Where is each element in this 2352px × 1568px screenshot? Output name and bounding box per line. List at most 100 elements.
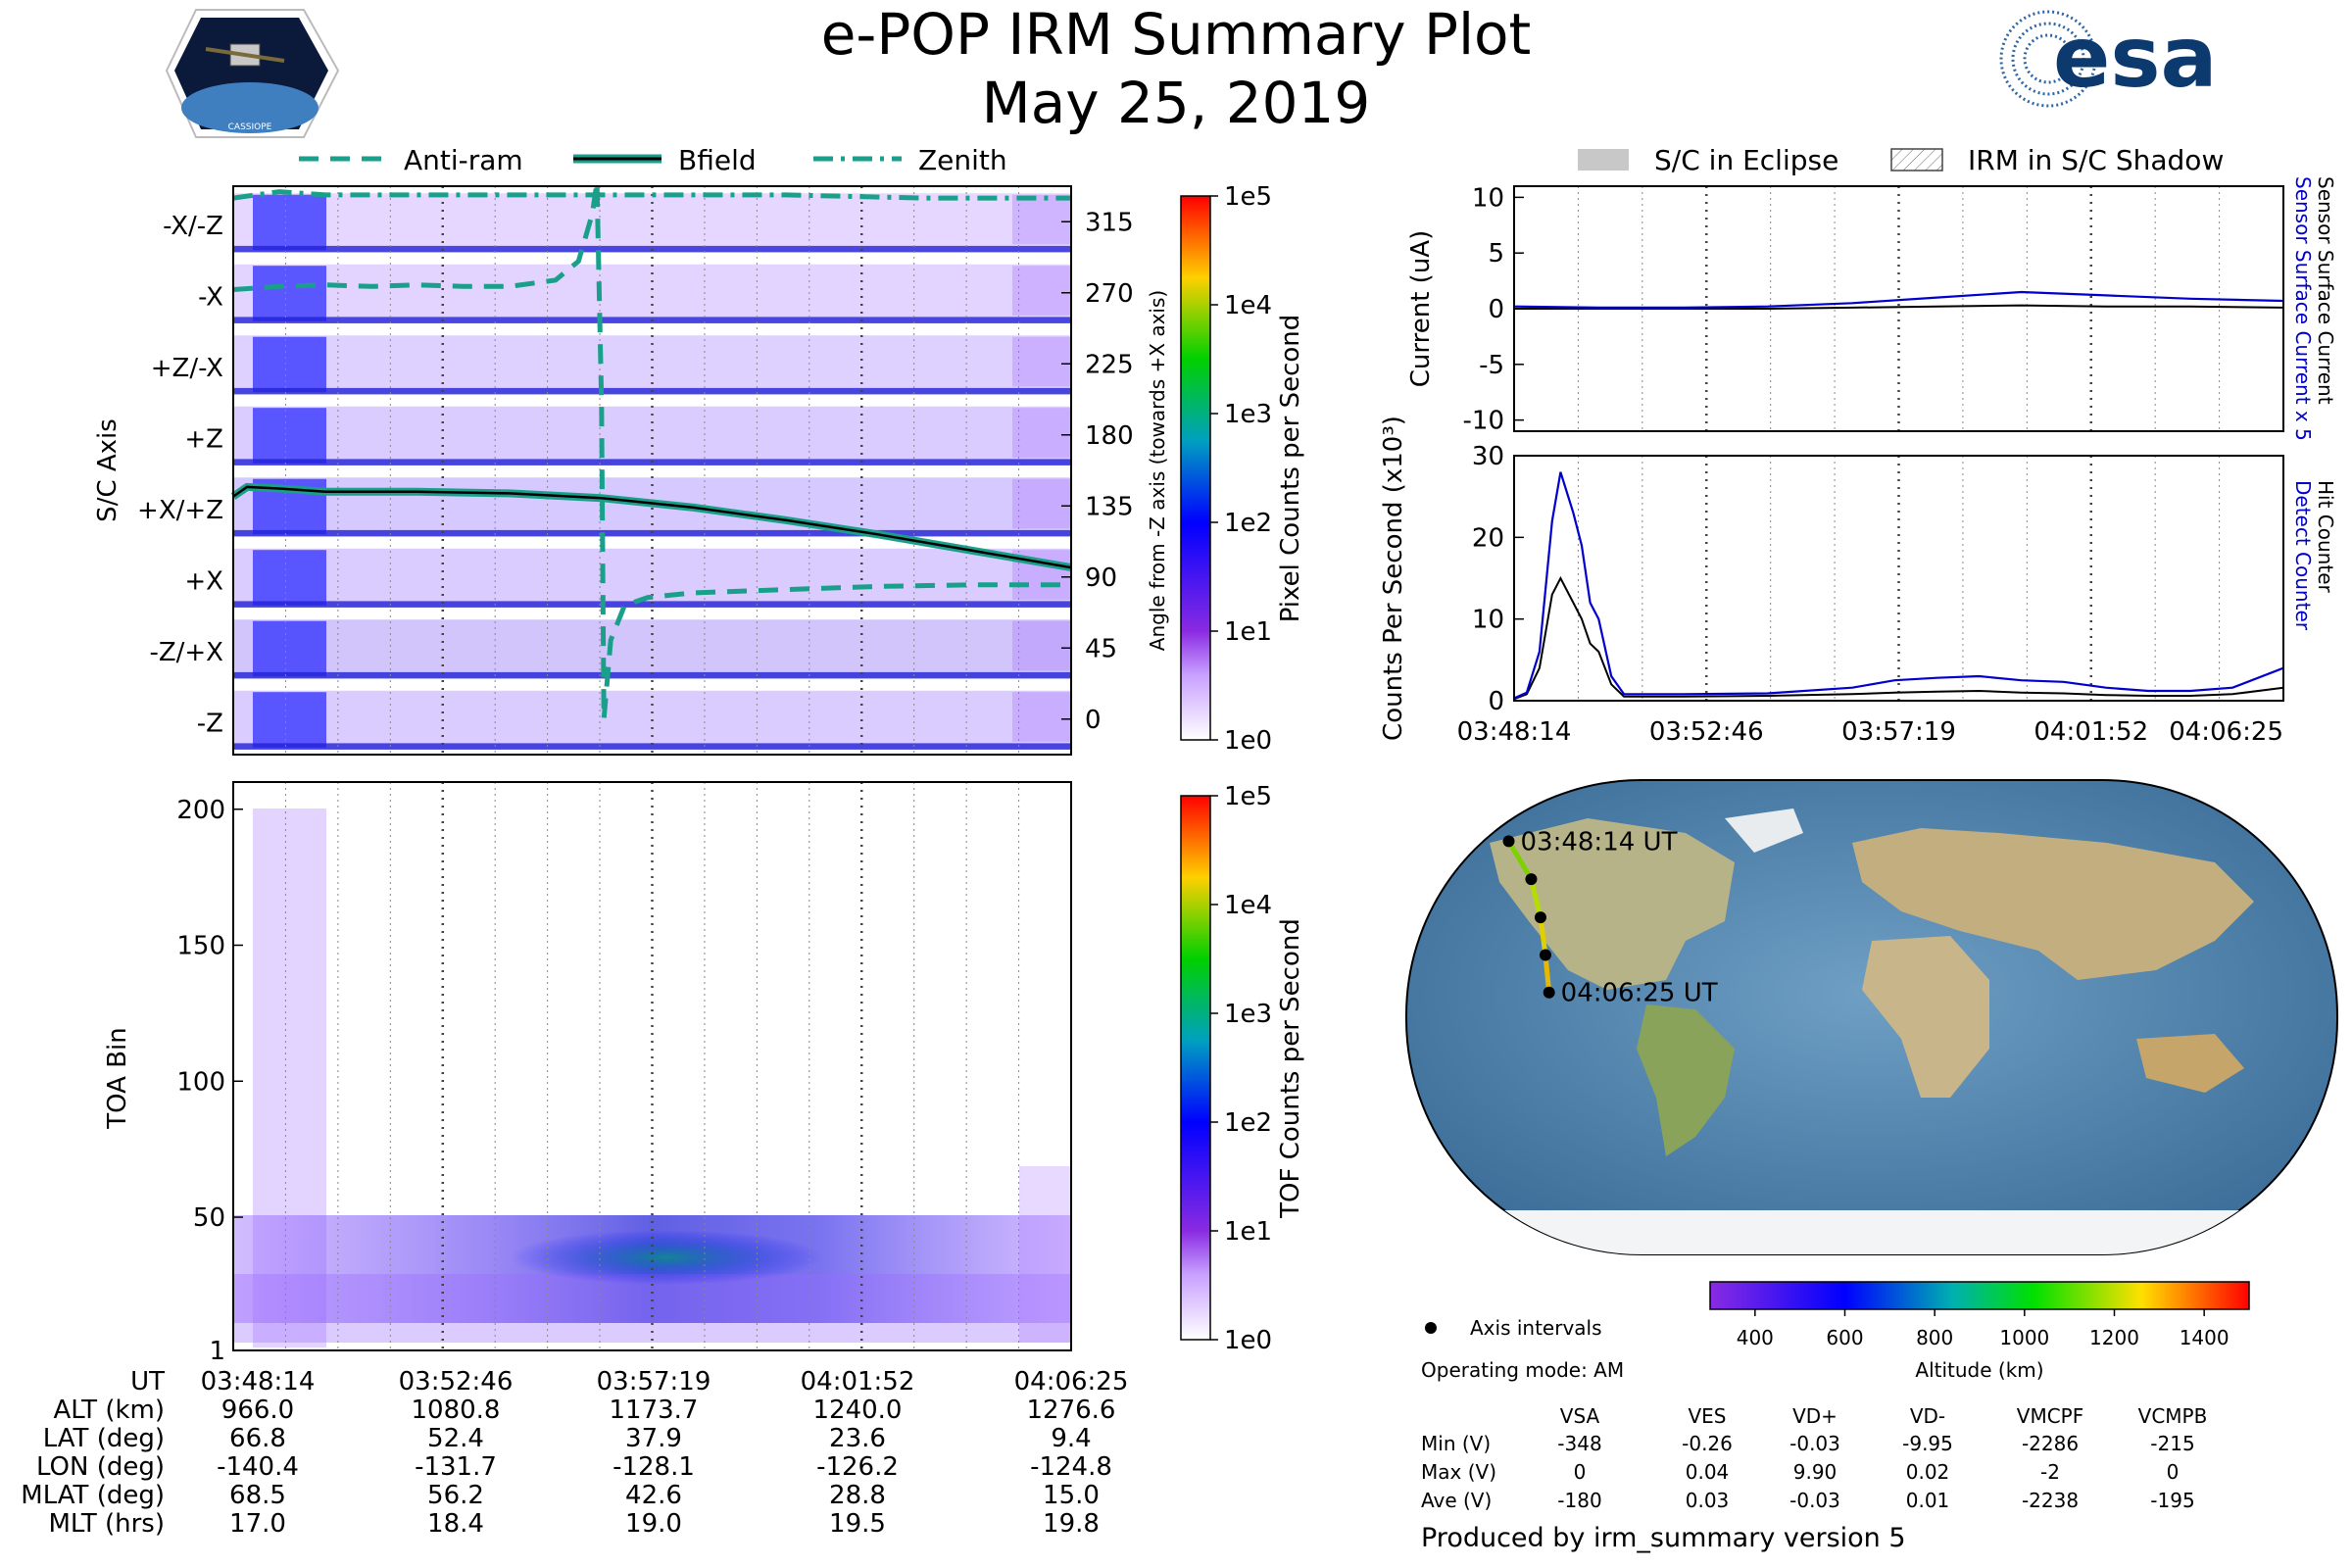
voltage-cell: -195 [2150, 1489, 2194, 1512]
pixel-early-block [253, 336, 326, 393]
colorbar-tick-label: 1e4 [1224, 291, 1272, 320]
pixel-early-block [253, 620, 326, 677]
voltage-header: VES [1688, 1404, 1726, 1428]
colorbar-tick-label: 1e5 [1224, 182, 1272, 212]
pixel-legend: Anti-ram Bfield Zenith [299, 144, 1007, 176]
voltage-cell: -2 [2040, 1460, 2060, 1484]
angle-tick-label: 315 [1085, 208, 1134, 237]
pixel-row-edge [233, 529, 1071, 537]
map-greenland [1725, 808, 1803, 853]
axis-interval-legend: Axis intervals [1425, 1316, 1602, 1340]
tof-colorbar-ticks: 1e0 1e1 1e2 1e3 1e4 1e5 [1210, 782, 1272, 1355]
voltage-header: VSA [1560, 1404, 1600, 1428]
track-segment [1538, 916, 1548, 956]
pixel-late-block [1012, 266, 1071, 316]
tof-colorbar-label: TOF Counts per Second [1276, 918, 1305, 1219]
pixel-axis-label: +X/+Z [137, 496, 223, 525]
pixel-axis-label: -Z [197, 709, 223, 738]
ephemeris-cell: -131.7 [415, 1452, 497, 1482]
ephemeris-label: LON (deg) [36, 1452, 165, 1482]
ephemeris-cell: 56.2 [427, 1481, 484, 1510]
ephemeris-cell: 03:57:19 [597, 1367, 711, 1396]
map-eurasia [1852, 828, 2254, 980]
altitude-tick-label: 1200 [2089, 1326, 2139, 1349]
track-point [1543, 986, 1555, 999]
pixel-band-row [233, 406, 1071, 466]
voltage-cell: 0 [1574, 1460, 1587, 1484]
voltage-cell: -0.26 [1682, 1432, 1733, 1455]
colorbar-tick-label: 1e0 [1224, 1326, 1272, 1355]
voltage-row-label: Max (V) [1421, 1460, 1496, 1484]
page-title: e-POP IRM Summary Plot [821, 1, 1532, 68]
track-segment [1529, 878, 1544, 918]
colorbar-tick-label: 1e2 [1224, 509, 1272, 538]
ephemeris-label: MLAT (deg) [21, 1481, 165, 1510]
ephemeris-cell: 37.9 [625, 1424, 682, 1453]
current-tick-label: -5 [1479, 351, 1504, 380]
colorbar-tick-label: 1e0 [1224, 726, 1272, 756]
tof-core [510, 1230, 823, 1285]
colorbar-tick-label: 1e3 [1224, 1000, 1272, 1029]
ephemeris-cell: 03:52:46 [399, 1367, 514, 1396]
footer-note: Produced by irm_summary version 5 [1421, 1523, 1906, 1553]
ground-track-map: 03:48:14 UT 04:06:25 UT [1405, 779, 2338, 1255]
colorbar-tick-label: 1e3 [1224, 400, 1272, 429]
colorbar-tick-label: 1e4 [1224, 891, 1272, 920]
pixel-axis-labels: -X/-Z -X +Z/-X +Z +X/+Z +X -Z/+X -Z [137, 212, 223, 739]
counts-x-tick-label: 04:01:52 [2034, 717, 2148, 747]
altitude-tick-label: 600 [1826, 1326, 1863, 1349]
sensor-current-line [1514, 304, 2284, 310]
angle-tick-label: 0 [1085, 706, 1102, 735]
track-segment [1506, 840, 1534, 881]
pixel-axis-label: -X/-Z [163, 212, 223, 241]
tof-late-burst [1019, 1166, 1071, 1343]
pixel-late-block [1012, 478, 1071, 529]
tof-tick-label: 1 [209, 1337, 225, 1366]
ephemeris-cell: 68.5 [229, 1481, 286, 1510]
tof-tick-label: 200 [176, 796, 225, 825]
altitude-label: Altitude (km) [1915, 1358, 2043, 1382]
pixel-counts-panel: -X/-Z -X +Z/-X +Z +X/+Z +X -Z/+X -Z 315 270 225 18… [93, 181, 1169, 756]
counts-gridlines [1577, 456, 2221, 701]
ephemeris-cell: 1240.0 [813, 1396, 903, 1425]
ground-track: 03:48:14 UT 04:06:25 UT [1502, 827, 1718, 1008]
pixel-row-edge [233, 743, 1071, 750]
altitude-ticks: 400 600 800 1000 1200 1400 [1737, 1309, 2230, 1349]
pixel-late-block [1012, 408, 1071, 458]
voltage-cell: -180 [1557, 1489, 1601, 1512]
voltage-table: VSA VES VD+ VD- VMCPF VCMPB Min (V) -348 -0.26 -0… [1421, 1404, 2207, 1512]
legend-eclipse: S/C in Eclipse [1654, 144, 1838, 176]
voltage-cell: -0.03 [1789, 1432, 1840, 1455]
counts-x-ticks: 03:48:14 03:52:46 03:57:19 04:01:52 04:06:25 [1457, 717, 2283, 747]
axis-interval-marker [1425, 1322, 1437, 1334]
ephemeris-cell: 04:06:25 [1014, 1367, 1129, 1396]
sensor-current-x5-label: Sensor Surface Current x 5 [2291, 176, 2315, 441]
voltage-cell: 0.02 [1906, 1460, 1950, 1484]
legend-bfield: Bfield [678, 144, 757, 176]
altitude-colorbar: 400 600 800 1000 1200 1400 Altitude (km) [1709, 1281, 2250, 1382]
track-segment [1543, 955, 1552, 993]
pixel-early-block [253, 550, 326, 606]
tof-tick-label: 150 [176, 932, 225, 961]
voltage-header: VMCPF [2017, 1404, 2083, 1428]
ephemeris-cell: 52.4 [427, 1424, 484, 1453]
pixel-early-block [253, 194, 326, 251]
pixel-axis-label: +Z [184, 424, 223, 454]
ephemeris-cell: 15.0 [1043, 1481, 1100, 1510]
ephemeris-cell: 1080.8 [412, 1396, 501, 1425]
altitude-tick-label: 1400 [2180, 1326, 2230, 1349]
altitude-tick-label: 800 [1916, 1326, 1953, 1349]
ephemeris-cell: -128.1 [612, 1452, 695, 1482]
ephemeris-label: ALT (km) [53, 1396, 165, 1425]
voltage-row-label: Min (V) [1421, 1432, 1491, 1455]
tof-colorbar: 1e0 1e1 1e2 1e3 1e4 1e5 TOF Counts per Second [1180, 782, 1305, 1355]
counts-tick-label: 0 [1488, 687, 1504, 716]
ephemeris-label: UT [130, 1367, 165, 1396]
map-antarctica [1470, 1210, 2274, 1254]
legend-anti-ram: Anti-ram [404, 144, 523, 176]
current-legend: S/C in Eclipse IRM in S/C Shadow [1578, 144, 2224, 176]
track-start-label: 03:48:14 UT [1521, 827, 1678, 857]
map-north-america [1490, 818, 1735, 990]
